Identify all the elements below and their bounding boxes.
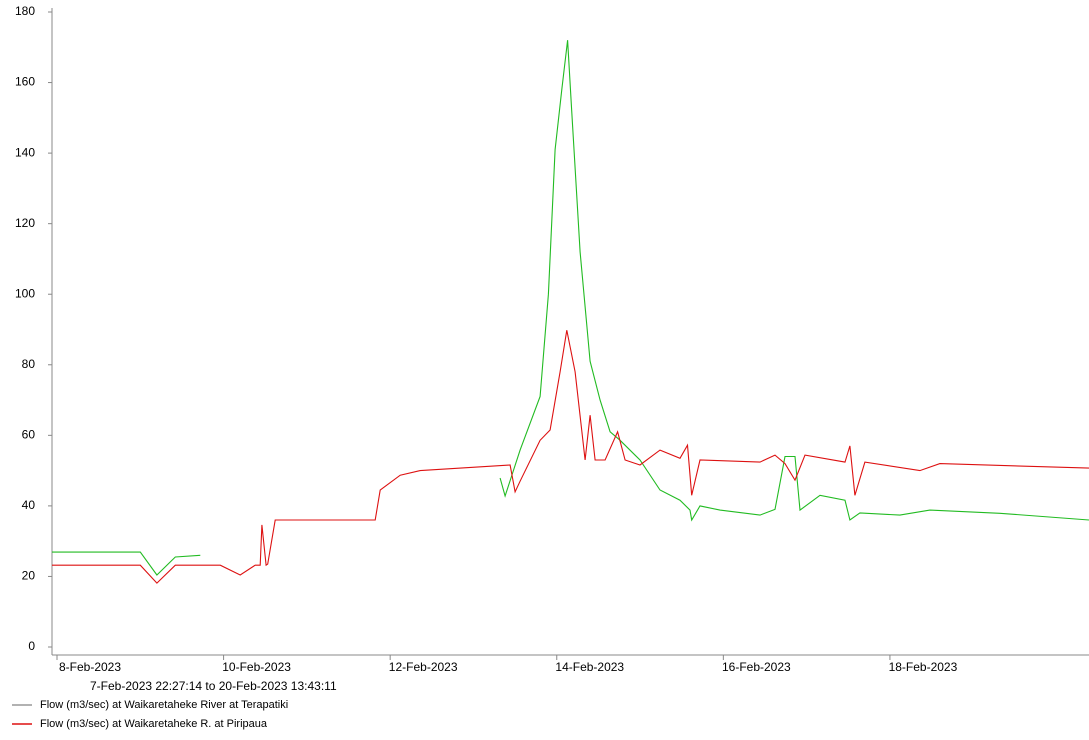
y-tick-label: 120 [15,216,35,230]
y-tick-label: 160 [15,75,35,89]
y-tick-label: 80 [22,357,36,371]
legend-label: Flow (m3/sec) at Waikaretaheke R. at Pir… [40,718,268,730]
x-tick-label: 14-Feb-2023 [555,660,624,674]
y-tick-label: 0 [28,639,35,653]
y-tick-label: 180 [15,4,35,18]
subtitle: 7-Feb-2023 22:27:14 to 20-Feb-2023 13:43… [90,679,337,693]
series-line [52,330,1089,584]
y-tick-label: 60 [22,428,36,442]
legend-label: Flow (m3/sec) at Waikaretaheke River at … [40,699,288,711]
x-tick-label: 8-Feb-2023 [59,660,121,674]
x-tick-label: 16-Feb-2023 [722,660,791,674]
series-line [52,40,1089,576]
y-tick-label: 140 [15,145,35,159]
x-tick-label: 10-Feb-2023 [222,660,291,674]
y-tick-label: 20 [22,569,36,583]
y-tick-label: 100 [15,286,35,300]
y-tick-label: 40 [22,498,36,512]
x-tick-label: 12-Feb-2023 [389,660,458,674]
x-tick-label: 18-Feb-2023 [889,660,958,674]
